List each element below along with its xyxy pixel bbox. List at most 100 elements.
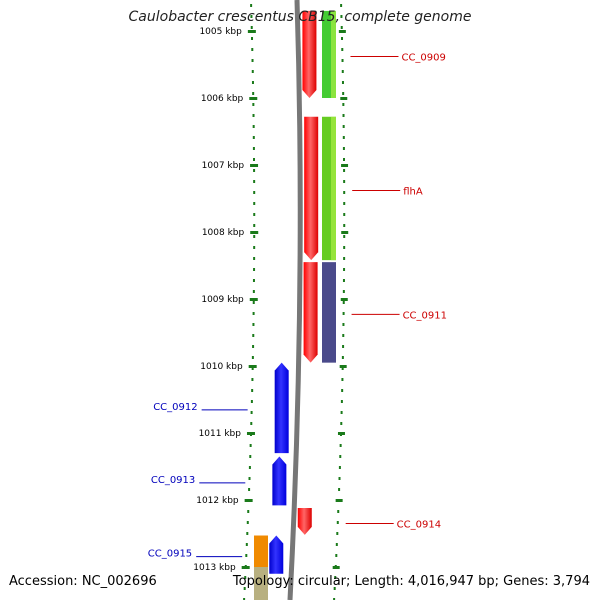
axis-tick xyxy=(241,566,250,569)
axis-tick-label: 1011 kbp xyxy=(199,429,242,439)
track-dots-right xyxy=(341,356,344,359)
track-dots-left xyxy=(253,202,256,205)
track-dots-right xyxy=(342,290,345,293)
track-dots-right xyxy=(342,312,345,315)
track-dots-left xyxy=(252,136,255,139)
track-dots-left xyxy=(252,114,255,117)
axis-tick-label: 1013 kbp xyxy=(193,563,236,573)
track-dots-right xyxy=(342,334,345,337)
feature-green-2-highlight xyxy=(331,116,336,261)
track-dots-left xyxy=(253,268,256,271)
track-dots-right xyxy=(343,169,346,172)
track-dots-left xyxy=(250,15,253,18)
axis-tick-label: 1009 kbp xyxy=(201,295,244,305)
track-dots-left xyxy=(253,257,256,260)
track-dots-right xyxy=(337,510,340,513)
track-dots-left xyxy=(252,323,255,326)
feature-green-1-highlight xyxy=(331,10,336,98)
track-dots-right xyxy=(342,147,345,150)
axis-tick-right xyxy=(338,30,346,33)
track-dots-left xyxy=(252,301,255,304)
axis-tick-right xyxy=(335,499,343,502)
track-dots-left xyxy=(245,543,248,546)
track-dots-left xyxy=(252,92,255,95)
track-dots-right xyxy=(343,158,346,161)
axis-tick-label: 1005 kbp xyxy=(199,27,242,37)
axis-tick xyxy=(247,30,256,33)
track-dots-right xyxy=(341,389,344,392)
gene-label-cc-0913[interactable]: CC_0913 xyxy=(151,475,195,486)
gene-arrow-cc-0915[interactable] xyxy=(269,535,284,574)
track-dots-right xyxy=(340,400,343,403)
axis-tick xyxy=(249,298,258,301)
axis-tick-label: 1010 kbp xyxy=(200,362,243,372)
track-dots-right xyxy=(334,576,337,579)
track-dots-right xyxy=(343,202,346,205)
track-dots-right xyxy=(342,345,345,348)
track-dots-right xyxy=(343,213,346,216)
axis-tick xyxy=(250,164,259,167)
track-dots-right xyxy=(338,488,341,491)
gene-arrow-cc-0914[interactable] xyxy=(297,508,312,535)
track-dots-left xyxy=(252,345,255,348)
axis-tick-label: 1012 kbp xyxy=(196,496,239,506)
track-dots-right xyxy=(341,37,344,40)
track-dots-right xyxy=(336,532,339,535)
gene-arrow-flha[interactable] xyxy=(304,116,319,261)
gene-label-cc-0914[interactable]: CC_0914 xyxy=(397,519,441,530)
feature-olive xyxy=(254,567,268,600)
track-dots-left xyxy=(253,235,256,238)
track-dots-right xyxy=(342,279,345,282)
track-dots-left xyxy=(248,488,251,491)
genome-summary-label: Topology: circular; Length: 4,016,947 bp… xyxy=(232,574,590,589)
track-dots-right xyxy=(342,125,345,128)
track-dots-right xyxy=(335,554,338,557)
track-dots-left xyxy=(251,37,254,40)
gene-label-flha[interactable]: flhA xyxy=(403,186,423,197)
track-dots-right xyxy=(342,103,345,106)
track-dots-left xyxy=(247,510,250,513)
track-dots-left xyxy=(251,48,254,51)
track-dots-right xyxy=(343,235,346,238)
track-dots-left xyxy=(250,422,253,425)
track-dots-left xyxy=(252,279,255,282)
track-dots-left xyxy=(248,466,251,469)
gene-arrow-cc-0912[interactable] xyxy=(274,362,289,454)
track-dots-left xyxy=(251,70,254,73)
track-dots-left xyxy=(253,191,256,194)
track-dots-left xyxy=(251,389,254,392)
track-dots-right xyxy=(341,378,344,381)
gene-arrow-cc-0913[interactable] xyxy=(272,456,287,506)
track-dots-left xyxy=(246,532,249,535)
track-dots-left xyxy=(250,400,253,403)
genome-backbone-arc xyxy=(287,0,303,600)
gene-label-cc-0915[interactable]: CC_0915 xyxy=(148,549,192,560)
gene-arrow-cc-0909[interactable] xyxy=(302,10,317,98)
track-dots-left xyxy=(252,312,255,315)
gene-label-cc-0912[interactable]: CC_0912 xyxy=(153,402,197,413)
axis-tick-label: 1006 kbp xyxy=(201,94,244,104)
track-dots-right xyxy=(341,81,344,84)
track-dots-left xyxy=(248,477,251,480)
track-dots-left xyxy=(243,598,246,600)
track-dots-right xyxy=(341,59,344,62)
axis-tick-right xyxy=(340,298,348,301)
track-dots-left xyxy=(253,224,256,227)
track-dots-right xyxy=(343,268,346,271)
track-dots-left xyxy=(244,576,247,579)
track-dots-left xyxy=(252,147,255,150)
gene-label-cc-0909[interactable]: CC_0909 xyxy=(401,52,445,63)
track-dots-right xyxy=(340,15,343,18)
track-dots-left xyxy=(253,169,256,172)
gene-label-cc-0911[interactable]: CC_0911 xyxy=(403,310,447,321)
gene-arrow-cc-0911[interactable] xyxy=(303,262,318,363)
track-dots-right xyxy=(343,191,346,194)
track-dots-right xyxy=(340,26,343,29)
track-dots-right xyxy=(335,543,338,546)
feature-orange xyxy=(254,535,268,567)
track-dots-left xyxy=(243,587,246,590)
track-dots-left xyxy=(250,26,253,29)
feature-purple xyxy=(322,262,336,363)
axis-tick-right xyxy=(339,365,347,368)
